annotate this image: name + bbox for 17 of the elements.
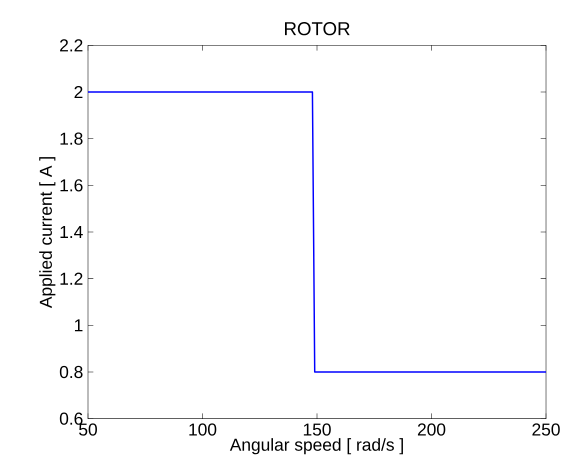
x-tick-label: 100: [189, 423, 216, 436]
x-axis-title: Angular speed [ rad/s ]: [230, 438, 403, 454]
chart-title: ROTOR: [285, 22, 350, 36]
y-tick-label: 1.6: [60, 179, 83, 192]
x-tick-label: 150: [304, 423, 331, 436]
y-tick-label: 1.4: [60, 226, 83, 238]
y-tick-label: 2: [74, 86, 82, 98]
y-tick-label: 0.8: [60, 366, 83, 378]
y-tick-label: 1.2: [60, 272, 82, 285]
x-tick-label: 250: [532, 423, 560, 436]
y-tick-label: 1.8: [60, 132, 83, 145]
y-tick-label: 0.6: [60, 412, 83, 425]
x-tick-label: 50: [79, 423, 97, 436]
y-tick-label: 1: [74, 319, 82, 332]
x-tick-label: 200: [418, 423, 446, 436]
y-tick-label: 2.2: [60, 39, 82, 52]
y-axis-title: Applied current [ A ]: [39, 157, 56, 308]
